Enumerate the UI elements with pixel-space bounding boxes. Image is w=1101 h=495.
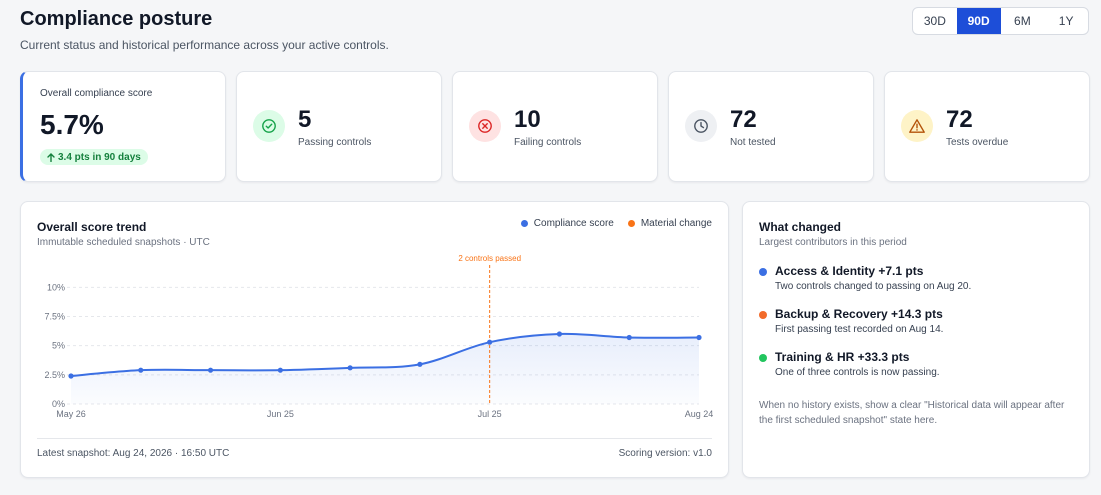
trend-title: Overall score trend <box>37 220 147 234</box>
clock-icon <box>685 110 717 142</box>
failing-controls-card[interactable]: 10 Failing controls <box>452 71 658 182</box>
page-title: Compliance posture <box>20 8 213 30</box>
time-range-selector: 30D 90D 6M 1Y <box>912 7 1089 35</box>
x-tick-label: May 26 <box>56 409 86 419</box>
tests-overdue-label: Tests overdue <box>946 137 1009 148</box>
data-point <box>207 367 214 373</box>
legend-label: Compliance score <box>533 218 614 229</box>
footer-divider <box>37 438 712 439</box>
change-desc: Two controls changed to passing on Aug 2… <box>775 281 972 292</box>
x-tick-label: Aug 24 <box>685 409 714 419</box>
chart-legend: Compliance score Material change <box>520 218 712 229</box>
data-point <box>417 361 423 367</box>
change-desc: First passing test recorded on Aug 14. <box>775 324 944 335</box>
change-dot <box>759 311 767 319</box>
data-point <box>347 365 353 371</box>
data-point <box>138 367 144 373</box>
warning-triangle-icon <box>901 110 933 142</box>
scoring-version: Scoring version: v1.0 <box>618 448 712 459</box>
change-title: Backup & Recovery +14.3 pts <box>775 307 943 321</box>
range-30d-button[interactable]: 30D <box>923 14 946 28</box>
legend-compliance-score: Compliance score <box>520 218 614 229</box>
x-tick-label: Jun 25 <box>267 409 294 419</box>
data-point <box>556 331 563 337</box>
legend-material-change: Material change <box>627 218 712 229</box>
page-subtitle: Current status and historical performanc… <box>20 38 389 52</box>
legend-dot <box>520 220 528 227</box>
latest-snapshot: Latest snapshot: Aug 24, 2026 · 16:50 UT… <box>37 448 230 459</box>
score-delta-text: 3.4 pts in 90 days <box>58 151 141 163</box>
passing-controls-label: Passing controls <box>298 137 372 148</box>
failing-controls-label: Failing controls <box>514 137 582 148</box>
data-point <box>696 334 702 341</box>
change-title: Access & Identity +7.1 pts <box>775 264 924 278</box>
change-dot <box>759 354 767 362</box>
failing-controls-count: 10 <box>514 106 541 133</box>
passing-controls-count: 5 <box>298 106 312 133</box>
change-desc: One of three controls is now passing. <box>775 367 940 378</box>
score-label: Overall compliance score <box>40 88 153 99</box>
not-tested-count: 72 <box>730 106 757 133</box>
score-trend-chart: 0% 2.5% 5% 7.5% 10% May 26 Jun 25 Jul 25 Aug 24 2… <box>44 254 714 419</box>
y-tick-label: 10% <box>47 282 65 292</box>
not-tested-label: Not tested <box>730 137 776 148</box>
changes-title: What changed <box>759 220 842 234</box>
y-tick-label: 5% <box>52 341 65 351</box>
score-value: 5.7% <box>40 109 104 140</box>
change-dot <box>759 268 767 276</box>
trend-subtitle: Immutable scheduled snapshots · UTC <box>37 237 210 248</box>
annotation-label: 2 controls passed <box>458 254 521 263</box>
data-point <box>487 339 493 345</box>
y-tick-label: 7.5% <box>44 312 65 322</box>
range-6m-button[interactable]: 6M <box>1014 14 1031 28</box>
y-tick-label: 0% <box>52 399 65 409</box>
data-point <box>626 334 632 341</box>
legend-label: Material change <box>640 218 712 229</box>
data-point <box>277 367 283 373</box>
series-line <box>70 332 700 377</box>
score-delta-badge: 3.4 pts in 90 days <box>40 149 148 165</box>
change-title: Training & HR +33.3 pts <box>775 350 910 364</box>
arrow-up-icon <box>47 152 55 162</box>
overall-score-card: Overall compliance score 5.7% 3.4 pts in… <box>20 71 226 182</box>
range-90d-button[interactable]: 90D <box>956 8 1001 34</box>
y-tick-label: 2.5% <box>44 370 65 380</box>
what-changed-panel: What changed Largest contributors in thi… <box>742 201 1090 478</box>
legend-dot <box>627 220 635 227</box>
series-area <box>71 333 699 404</box>
data-point <box>68 373 74 379</box>
tests-overdue-card[interactable]: 72 Tests overdue <box>884 71 1090 182</box>
x-tick-label: Jul 25 <box>478 409 502 419</box>
tests-overdue-count: 72 <box>946 106 973 133</box>
score-trend-panel: Overall score trend Immutable scheduled … <box>20 201 729 478</box>
changes-subtitle: Largest contributors in this period <box>759 237 907 248</box>
not-tested-card[interactable]: 72 Not tested <box>668 71 874 182</box>
passing-controls-card[interactable]: 5 Passing controls <box>236 71 442 182</box>
x-circle-icon <box>469 110 501 142</box>
empty-state-note: When no history exists, show a clear "Hi… <box>759 400 1065 426</box>
range-1y-button[interactable]: 1Y <box>1058 14 1074 28</box>
check-circle-icon <box>253 110 285 142</box>
